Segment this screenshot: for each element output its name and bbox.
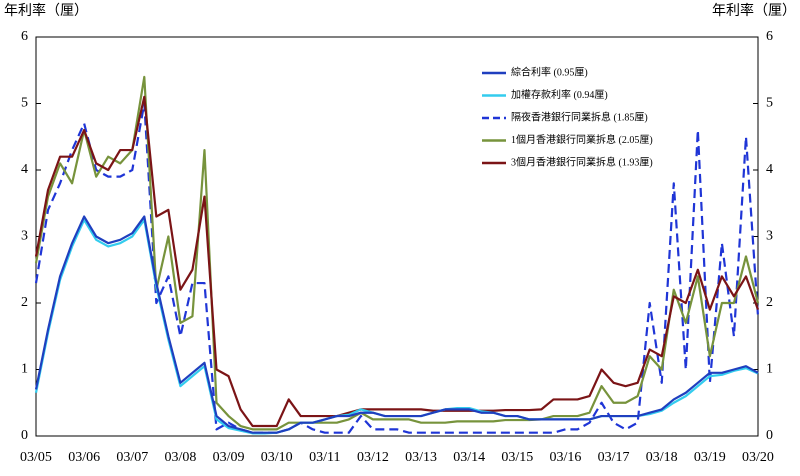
y2-tick-label: 4 [766, 162, 773, 177]
x-tick-label: 03/09 [213, 450, 245, 465]
y2-tick-label: 5 [766, 96, 773, 111]
y-tick-label: 6 [21, 29, 28, 44]
x-tick-label: 03/05 [20, 450, 52, 465]
x-tick-label: 03/19 [694, 450, 726, 465]
y-tick-label: 4 [21, 162, 28, 177]
y-tick-label: 0 [21, 428, 28, 443]
x-tick-label: 03/06 [68, 450, 100, 465]
y2-tick-label: 0 [766, 428, 773, 443]
x-tick-label: 03/20 [742, 450, 774, 465]
line-series [34, 102, 760, 434]
x-tick-label: 03/18 [646, 450, 678, 465]
y2-axis-title: 年利率（厘） [712, 2, 796, 19]
x-tick-label: 03/08 [164, 450, 196, 465]
y2-tick-label: 3 [766, 229, 773, 244]
y2-tick-label: 6 [766, 29, 773, 44]
x-tick-label: 03/15 [501, 450, 533, 465]
y-tick-label: 3 [21, 229, 28, 244]
x-tick-label: 03/10 [261, 450, 293, 465]
legend-label: 加權存款利率 (0.94厘) [511, 88, 608, 101]
x-tick-label: 03/17 [598, 450, 630, 465]
x-tick-label: 03/14 [453, 450, 485, 465]
y-axis-title: 年利率（厘） [4, 2, 88, 19]
x-tick-label: 03/11 [309, 450, 340, 465]
y2-tick-label: 2 [766, 295, 773, 310]
y-tick-label: 2 [21, 295, 28, 310]
line-series [34, 95, 760, 428]
y-tick-label: 5 [21, 96, 28, 111]
legend-label: 隔夜香港銀行同業拆息 (1.85厘) [511, 110, 648, 123]
legend-label: 綜合利率 (0.95厘) [511, 65, 588, 78]
y-tick-label: 1 [21, 362, 28, 377]
x-tick-label: 03/07 [116, 450, 148, 465]
x-tick-label: 03/16 [550, 450, 582, 465]
legend-label: 3個月香港銀行同業拆息 (1.93厘) [511, 155, 653, 168]
line-series [34, 218, 759, 435]
line-series [34, 215, 759, 434]
line-series [34, 75, 760, 431]
x-tick-label: 03/12 [357, 450, 389, 465]
y2-tick-label: 1 [766, 362, 773, 377]
x-tick-label: 03/13 [405, 450, 437, 465]
legend-label: 1個月香港銀行同業拆息 (2.05厘) [511, 133, 653, 146]
